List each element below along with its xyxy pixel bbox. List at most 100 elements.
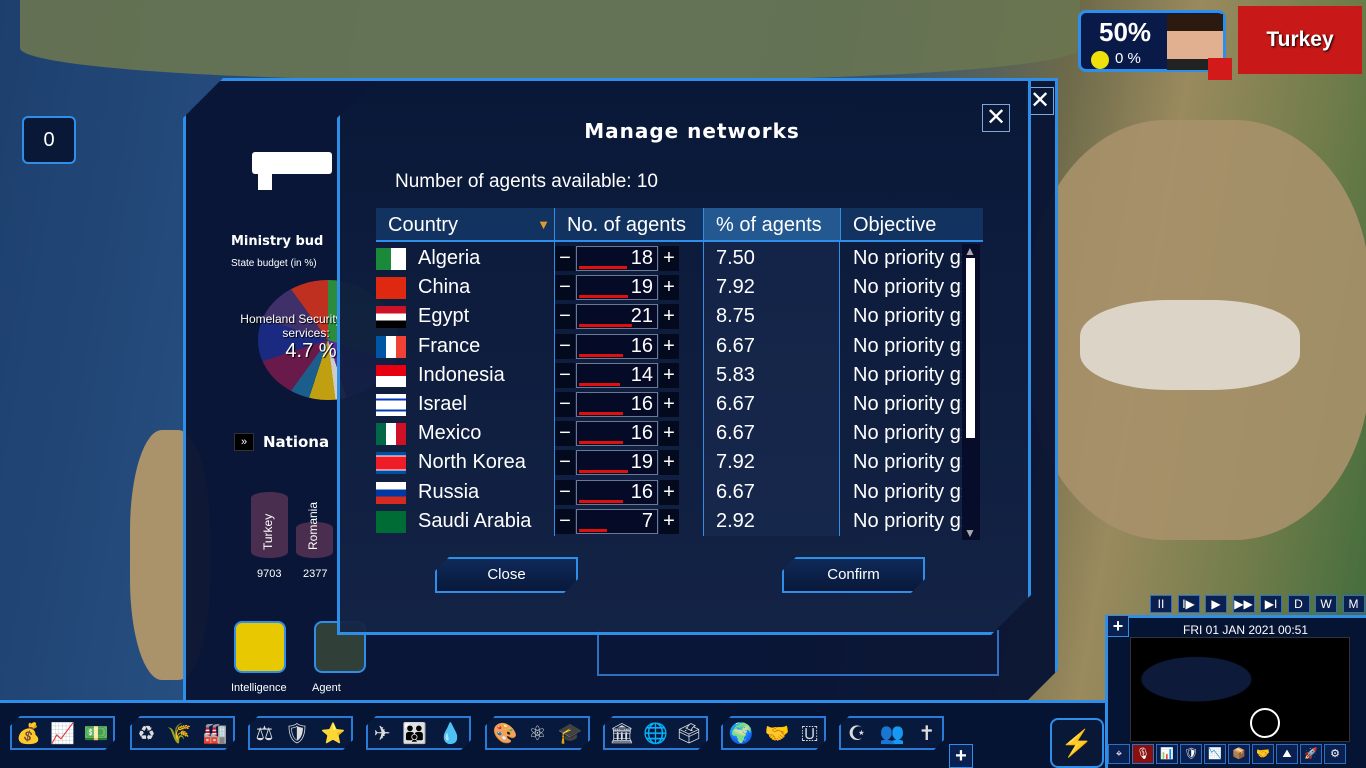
- toolbar-icon[interactable]: 🌍: [728, 722, 754, 745]
- minimap-filter-icon[interactable]: 📦: [1228, 744, 1250, 764]
- approval-panel[interactable]: 50% 0 %: [1078, 10, 1226, 72]
- increase-agents-button[interactable]: +: [659, 362, 679, 388]
- table-row[interactable]: Saudi Arabia − 7 + 2.92 No priority g»»: [376, 507, 963, 536]
- toolbar-icon[interactable]: ✈: [373, 722, 391, 745]
- increase-agents-button[interactable]: +: [659, 479, 679, 505]
- minimap-filter-icon[interactable]: 📊: [1156, 744, 1178, 764]
- scroll-down-arrow[interactable]: ▼: [964, 526, 976, 540]
- agents-input[interactable]: 16: [576, 421, 658, 447]
- table-scrollbar[interactable]: ▲ ▼: [962, 244, 980, 540]
- toolbar-icon[interactable]: 🏭: [202, 722, 228, 745]
- minimap-filter-icon[interactable]: ⌖: [1108, 744, 1130, 764]
- toolbar-icon[interactable]: 🎓: [557, 722, 583, 745]
- toolbar-icon[interactable]: ✝: [918, 722, 936, 745]
- toolbar-icon[interactable]: 👥: [879, 722, 905, 745]
- toolbar-icon[interactable]: 🤝: [764, 722, 790, 745]
- decrease-agents-button[interactable]: −: [555, 362, 575, 388]
- confirm-button[interactable]: Confirm: [782, 557, 925, 593]
- column-header-percent[interactable]: % of agents: [703, 208, 840, 242]
- time-control-button[interactable]: II: [1150, 595, 1172, 613]
- toolbar-icon[interactable]: 🛡: [284, 722, 310, 745]
- agents-input[interactable]: 19: [576, 275, 658, 301]
- decrease-agents-button[interactable]: −: [555, 450, 575, 476]
- objective-dropdown[interactable]: No priority g»»: [853, 276, 963, 299]
- column-header-agents[interactable]: No. of agents: [554, 208, 703, 242]
- agents-input[interactable]: 19: [576, 450, 658, 476]
- notification-badge[interactable]: 0: [22, 116, 76, 164]
- minimap-add-button[interactable]: +: [1107, 615, 1129, 637]
- objective-dropdown[interactable]: No priority g»»: [853, 363, 963, 386]
- decrease-agents-button[interactable]: −: [555, 508, 575, 534]
- agents-input[interactable]: 18: [576, 246, 658, 271]
- table-row[interactable]: Russia − 16 + 6.67 No priority g»»: [376, 478, 963, 507]
- objective-dropdown[interactable]: No priority g»»: [853, 334, 963, 357]
- toolbar-icon[interactable]: ☪: [847, 722, 866, 745]
- objective-dropdown[interactable]: No priority g»»: [853, 480, 963, 503]
- column-header-objective[interactable]: Objective: [840, 208, 983, 242]
- decrease-agents-button[interactable]: −: [555, 421, 575, 447]
- decrease-agents-button[interactable]: −: [555, 333, 575, 359]
- increase-agents-button[interactable]: +: [659, 275, 679, 301]
- toolbar-icon[interactable]: ⭐: [320, 722, 346, 745]
- objective-dropdown[interactable]: No priority g»»: [853, 305, 963, 328]
- toolbar-icon[interactable]: 🌐: [643, 722, 668, 745]
- table-row[interactable]: China − 19 + 7.92 No priority g»»: [376, 273, 963, 302]
- objective-dropdown[interactable]: No priority g»»: [853, 247, 963, 269]
- time-control-button[interactable]: ▶I: [1260, 595, 1282, 613]
- table-row[interactable]: Algeria − 18 + 7.50 No priority g»»: [376, 244, 963, 273]
- table-row[interactable]: France − 16 + 6.67 No priority g»»: [376, 332, 963, 361]
- objective-dropdown[interactable]: No priority g»»: [853, 393, 963, 415]
- toolbar-icon[interactable]: ⚖: [255, 722, 274, 745]
- objective-dropdown[interactable]: No priority g»»: [853, 451, 963, 474]
- country-flag-button[interactable]: Turkey: [1238, 6, 1362, 74]
- agents-input[interactable]: 14: [576, 362, 658, 388]
- toolbar-icon[interactable]: 👪: [401, 722, 427, 745]
- toolbar-add-button[interactable]: +: [949, 744, 973, 768]
- increase-agents-button[interactable]: +: [659, 333, 679, 359]
- table-row[interactable]: Egypt − 21 + 8.75 No priority g»»: [376, 302, 963, 331]
- time-control-button[interactable]: D: [1287, 595, 1310, 613]
- table-row[interactable]: Israel − 16 + 6.67 No priority g»»: [376, 390, 963, 419]
- minimap-filter-icon[interactable]: 🚀: [1300, 744, 1322, 764]
- minimap-filter-icon[interactable]: 🛡: [1180, 744, 1202, 764]
- table-row[interactable]: North Korea − 19 + 7.92 No priority g»»: [376, 448, 963, 477]
- decrease-agents-button[interactable]: −: [555, 392, 575, 417]
- minimap[interactable]: [1130, 637, 1350, 742]
- toolbar-icon[interactable]: ⚛: [528, 722, 547, 745]
- agents-input[interactable]: 16: [576, 392, 658, 417]
- increase-agents-button[interactable]: +: [659, 246, 679, 271]
- time-control-button[interactable]: ▶: [1205, 595, 1227, 613]
- time-control-button[interactable]: ▶▶: [1232, 595, 1255, 613]
- minimap-filter-icon[interactable]: 🎙: [1132, 744, 1154, 764]
- table-row[interactable]: Mexico − 16 + 6.67 No priority g»»: [376, 419, 963, 448]
- minimap-filter-icon[interactable]: ⛰: [1276, 744, 1298, 764]
- expand-arrow-icon[interactable]: »: [234, 433, 254, 451]
- decrease-agents-button[interactable]: −: [555, 246, 575, 271]
- scroll-up-arrow[interactable]: ▲: [964, 244, 976, 258]
- agents-input[interactable]: 21: [576, 304, 658, 330]
- increase-agents-button[interactable]: +: [659, 508, 679, 534]
- time-control-button[interactable]: I▶: [1177, 595, 1200, 613]
- toolbar-icon[interactable]: 💧: [438, 722, 464, 745]
- toolbar-icon[interactable]: 🌾: [166, 722, 192, 745]
- time-control-button[interactable]: M: [1342, 595, 1365, 613]
- cylinder-turkey[interactable]: Turkey: [251, 492, 288, 558]
- toolbar-icon[interactable]: 🎨: [492, 722, 518, 745]
- increase-agents-button[interactable]: +: [659, 304, 679, 330]
- toolbar-icon[interactable]: 🗳: [676, 722, 702, 745]
- increase-agents-button[interactable]: +: [659, 392, 679, 417]
- decrease-agents-button[interactable]: −: [555, 479, 575, 505]
- agents-input[interactable]: 16: [576, 479, 658, 505]
- agents-input[interactable]: 16: [576, 333, 658, 359]
- dialog-close-button[interactable]: ✕: [982, 104, 1010, 132]
- objective-dropdown[interactable]: No priority g»»: [853, 422, 963, 445]
- close-button[interactable]: Close: [435, 557, 578, 593]
- cylinder-romania[interactable]: Romania: [296, 502, 333, 558]
- toolbar-icon[interactable]: ♻: [137, 722, 156, 745]
- intelligence-portrait[interactable]: [234, 621, 286, 673]
- column-header-country[interactable]: Country ▼: [376, 208, 554, 242]
- toolbar-icon[interactable]: 💵: [83, 722, 109, 745]
- toolbar-icon[interactable]: 🏛: [609, 722, 635, 745]
- minimap-filter-icon[interactable]: ⚙: [1324, 744, 1346, 764]
- minimap-filter-icon[interactable]: 📉: [1204, 744, 1226, 764]
